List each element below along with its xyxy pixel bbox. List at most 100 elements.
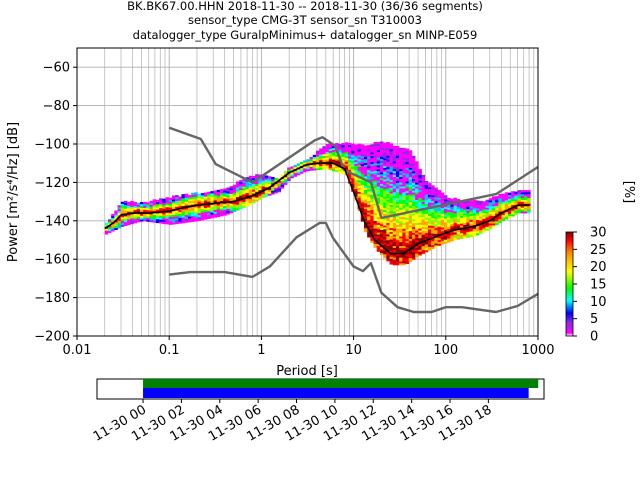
- psd-cell: [325, 163, 330, 166]
- psd-cell: [309, 160, 314, 164]
- psd-cell: [149, 210, 154, 213]
- psd-cell: [181, 217, 186, 220]
- psd-cell: [136, 218, 141, 221]
- psd-cell: [328, 160, 333, 163]
- psd-cell: [235, 196, 240, 200]
- psd-cell: [395, 243, 400, 247]
- psd-cell: [405, 190, 410, 194]
- psd-cell: [447, 226, 451, 229]
- psd-cell: [232, 203, 237, 207]
- psd-cell: [152, 207, 157, 210]
- psd-cell: [507, 211, 512, 215]
- psd-cell: [351, 151, 355, 154]
- psd-cell: [379, 164, 384, 167]
- psd-cell: [219, 208, 224, 211]
- psd-cell: [421, 205, 426, 208]
- psd-cell: [399, 243, 403, 247]
- psd-cell: [255, 174, 259, 177]
- psd-cell: [258, 180, 262, 183]
- psd-cell: [159, 217, 163, 220]
- psd-cell: [271, 190, 275, 193]
- psd-cell: [203, 202, 208, 205]
- psd-cell: [283, 176, 288, 180]
- psd-cell: [392, 243, 397, 247]
- psd-cell: [386, 218, 390, 222]
- psd-cell: [351, 178, 355, 181]
- psd-cell: [456, 218, 461, 221]
- psd-cell: [504, 199, 509, 203]
- psd-cell: [107, 226, 112, 230]
- psd-cell: [475, 202, 480, 205]
- psd-cell: [207, 197, 211, 200]
- psd-cell: [127, 207, 131, 210]
- psd-cell: [239, 191, 243, 194]
- psd-cell: [437, 212, 442, 216]
- psd-cell: [434, 200, 438, 204]
- psd-cell: [511, 196, 515, 200]
- psd-cell: [389, 181, 394, 184]
- psd-cell: [376, 197, 381, 200]
- psd-cell: [152, 201, 157, 204]
- psd-cell: [466, 206, 470, 210]
- psd-cell: [389, 256, 394, 259]
- psd-cell: [424, 213, 429, 216]
- psd-cell: [405, 163, 410, 167]
- psd-cell: [408, 238, 413, 241]
- psd-cell: [463, 213, 467, 216]
- psd-cell: [399, 151, 403, 154]
- psd-cell: [443, 237, 448, 240]
- psd-cell: [405, 194, 410, 197]
- psd-cell: [376, 174, 381, 177]
- psd-cell: [395, 218, 400, 222]
- psd-cell: [367, 171, 371, 175]
- psd-cell: [351, 179, 355, 183]
- psd-cell: [453, 197, 458, 200]
- psd-cell: [123, 206, 128, 209]
- psd-cell: [248, 175, 253, 178]
- psd-cell: [440, 240, 445, 243]
- psd-cell: [370, 177, 374, 180]
- psd-cell: [226, 210, 230, 213]
- psd-cell: [181, 213, 186, 216]
- psd-cell: [197, 201, 202, 204]
- psd-cell: [415, 213, 419, 216]
- psd-cell: [354, 144, 358, 147]
- psd-cell: [415, 199, 419, 202]
- psd-cell: [517, 192, 522, 195]
- psd-cell: [408, 186, 413, 189]
- psd-cell: [392, 165, 397, 168]
- psd-cell: [386, 176, 390, 179]
- psd-cell: [229, 211, 234, 214]
- psd-cell: [360, 182, 365, 186]
- psd-cell: [338, 145, 342, 149]
- psd-cell: [379, 250, 384, 254]
- psd-cell: [427, 204, 432, 207]
- psd-cell: [287, 169, 291, 172]
- psd-cell: [411, 155, 416, 158]
- psd-cell: [392, 182, 397, 185]
- psd-cell: [482, 201, 486, 204]
- psd-cell: [440, 230, 445, 234]
- psd-cell: [520, 205, 525, 208]
- psd-cell: [415, 170, 419, 174]
- psd-cell: [402, 151, 406, 154]
- psd-cell: [411, 224, 416, 228]
- psd-cell: [130, 208, 134, 211]
- psd-cell: [511, 191, 515, 194]
- psd-cell: [501, 205, 506, 208]
- psd-cell: [245, 192, 250, 195]
- psd-cell: [363, 155, 368, 158]
- psd-cell: [399, 147, 403, 151]
- psd-cell: [379, 212, 384, 215]
- psd-cell: [251, 187, 256, 190]
- psd-cell: [405, 221, 410, 224]
- psd-cell: [386, 184, 390, 187]
- psd-cell: [379, 141, 384, 144]
- psd-cell: [491, 196, 496, 199]
- psd-cell: [514, 212, 518, 215]
- psd-cell: [155, 203, 160, 206]
- psd-cell: [347, 165, 352, 169]
- psd-cell: [405, 192, 410, 195]
- psd-cell: [130, 204, 134, 207]
- psd-cell: [392, 174, 397, 177]
